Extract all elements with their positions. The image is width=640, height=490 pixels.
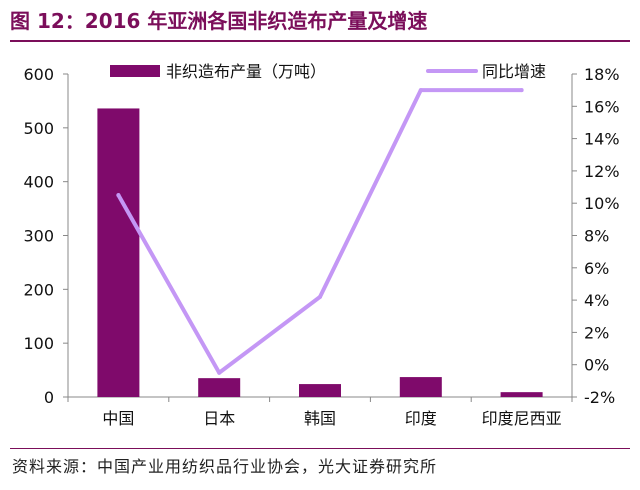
bar-series — [97, 108, 543, 397]
combo-chart: 0 100 200 300 400 500 600 -2% 0% 2% 4% 6% 8% 10% 12% 14… — [23, 62, 619, 428]
left-axis-tick-label: 300 — [23, 227, 54, 246]
x-axis-tick-label: 韩国 — [304, 409, 336, 428]
bar — [299, 384, 341, 397]
right-axis-tick-label: 6% — [584, 259, 609, 278]
line-point — [217, 370, 222, 375]
right-axis-tick-label: 10% — [584, 194, 620, 213]
x-axis-tick-label: 中国 — [102, 409, 134, 428]
bar — [399, 377, 442, 397]
bar — [97, 108, 140, 397]
left-axis-tick-label: 200 — [23, 280, 54, 299]
right-axis-tick-label: 0% — [584, 356, 609, 375]
left-axis-tick-label: 500 — [23, 119, 54, 138]
chart-legend: 非织造布产量（万吨） 同比增速 — [110, 62, 546, 81]
right-axis-tick-label: 16% — [584, 97, 620, 116]
legend-bar-label: 非织造布产量（万吨） — [166, 62, 326, 81]
right-axis-tick-label: -2% — [584, 388, 615, 407]
line-point — [116, 193, 121, 198]
chart-axes: 0 100 200 300 400 500 600 -2% 0% 2% 4% 6% 8% 10% 12% 14… — [23, 65, 619, 428]
bar — [500, 392, 543, 397]
legend-bar-swatch — [110, 65, 160, 77]
left-axis-tick-label: 600 — [23, 65, 54, 84]
growth-line — [116, 88, 524, 375]
right-axis-tick-label: 14% — [584, 130, 620, 149]
right-axis-tick-label: 8% — [584, 227, 609, 246]
left-axis-tick-label: 400 — [23, 173, 54, 192]
line-point — [519, 88, 524, 93]
x-axis-tick-label: 印度尼西亚 — [482, 409, 562, 428]
right-axis-tick-label: 4% — [584, 291, 609, 310]
line-point — [418, 88, 423, 93]
title-divider — [10, 40, 630, 42]
right-axis-tick-label: 2% — [584, 323, 609, 342]
source-note: 资料来源：中国产业用纺织品行业协会，光大证券研究所 — [12, 457, 438, 476]
bar — [198, 378, 241, 397]
left-axis-tick-label: 0 — [44, 388, 54, 407]
chart-title: 图 12：2016 年亚洲各国非织造布产量及增速 — [10, 9, 428, 33]
x-axis-tick-label: 印度 — [405, 409, 437, 428]
left-axis-tick-label: 100 — [23, 334, 54, 353]
line-series — [116, 88, 524, 375]
source-divider — [10, 448, 630, 449]
line-point — [318, 294, 322, 299]
right-axis-tick-label: 18% — [584, 65, 620, 84]
legend-line-label: 同比增速 — [482, 62, 546, 81]
x-axis-tick-label: 日本 — [203, 409, 235, 428]
right-axis-tick-label: 12% — [584, 162, 620, 181]
